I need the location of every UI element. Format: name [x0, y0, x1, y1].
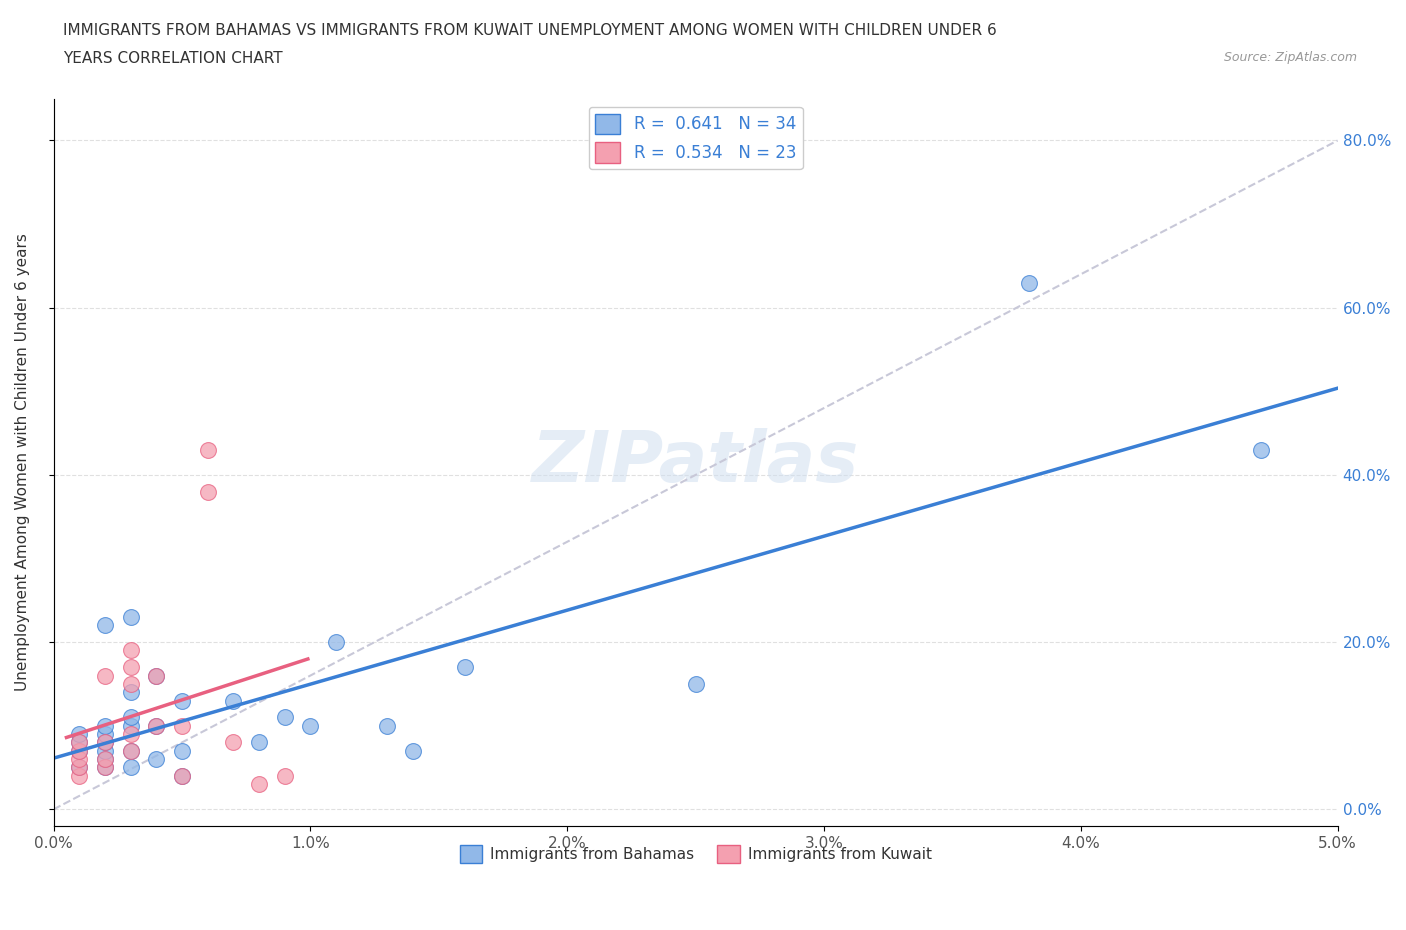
Point	[402, 743, 425, 758]
Point	[120, 676, 142, 691]
Point	[120, 718, 142, 733]
Point	[145, 718, 167, 733]
Point	[67, 735, 90, 750]
Point	[120, 609, 142, 624]
Point	[170, 743, 193, 758]
Point	[67, 760, 90, 775]
Point	[1250, 443, 1272, 458]
Point	[145, 751, 167, 766]
Point	[222, 693, 245, 708]
Point	[170, 768, 193, 783]
Point	[94, 668, 117, 683]
Point	[377, 718, 399, 733]
Point	[67, 751, 90, 766]
Point	[222, 735, 245, 750]
Point	[170, 718, 193, 733]
Point	[67, 760, 90, 775]
Point	[94, 726, 117, 741]
Point	[94, 618, 117, 632]
Point	[274, 710, 297, 724]
Point	[120, 710, 142, 724]
Point	[1018, 275, 1040, 290]
Point	[197, 485, 219, 499]
Point	[67, 768, 90, 783]
Point	[94, 735, 117, 750]
Point	[120, 743, 142, 758]
Point	[120, 743, 142, 758]
Point	[145, 668, 167, 683]
Point	[274, 768, 297, 783]
Text: IMMIGRANTS FROM BAHAMAS VS IMMIGRANTS FROM KUWAIT UNEMPLOYMENT AMONG WOMEN WITH : IMMIGRANTS FROM BAHAMAS VS IMMIGRANTS FR…	[63, 23, 997, 38]
Point	[120, 760, 142, 775]
Point	[67, 743, 90, 758]
Point	[94, 751, 117, 766]
Text: Source: ZipAtlas.com: Source: ZipAtlas.com	[1223, 51, 1357, 64]
Point	[453, 659, 475, 674]
Point	[120, 659, 142, 674]
Text: ZIPatlas: ZIPatlas	[531, 428, 859, 497]
Point	[145, 718, 167, 733]
Point	[145, 668, 167, 683]
Point	[67, 735, 90, 750]
Point	[197, 443, 219, 458]
Point	[94, 760, 117, 775]
Point	[94, 751, 117, 766]
Point	[120, 726, 142, 741]
Point	[299, 718, 322, 733]
Point	[94, 743, 117, 758]
Point	[94, 735, 117, 750]
Legend: Immigrants from Bahamas, Immigrants from Kuwait: Immigrants from Bahamas, Immigrants from…	[454, 839, 938, 870]
Point	[67, 726, 90, 741]
Point	[94, 760, 117, 775]
Point	[170, 768, 193, 783]
Text: YEARS CORRELATION CHART: YEARS CORRELATION CHART	[63, 51, 283, 66]
Point	[247, 777, 270, 791]
Point	[325, 634, 347, 649]
Point	[67, 743, 90, 758]
Point	[170, 693, 193, 708]
Point	[685, 676, 707, 691]
Point	[247, 735, 270, 750]
Point	[94, 718, 117, 733]
Y-axis label: Unemployment Among Women with Children Under 6 years: Unemployment Among Women with Children U…	[15, 233, 30, 691]
Point	[120, 643, 142, 658]
Point	[120, 684, 142, 699]
